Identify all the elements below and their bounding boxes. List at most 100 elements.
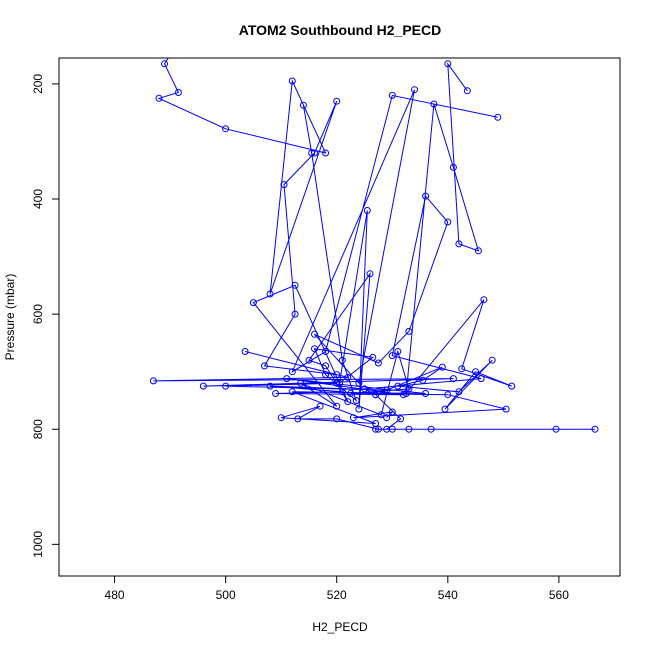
data-point [291,281,299,289]
data-point [311,330,318,338]
data-point [372,425,380,433]
data-point [344,373,352,381]
data-point [174,89,182,96]
data-point [322,149,330,157]
data-point [463,87,471,95]
data-point [355,405,363,413]
data-point [272,390,280,397]
y-tick-label: 600 [31,304,45,324]
y-tick-label: 200 [31,74,45,94]
data-point [449,163,457,171]
data-point [322,362,330,370]
x-tick-label: 520 [327,588,347,602]
data-point [291,310,299,318]
x-tick-label: 480 [105,588,125,602]
data-point [405,425,413,433]
data-point [388,408,396,416]
data-point [308,149,316,157]
data-point [241,348,249,355]
data-point [155,94,163,102]
data-point [374,425,382,433]
x-tick-label: 540 [438,588,458,602]
x-axis-label: H2_PECD [312,620,368,634]
data-point [311,345,318,353]
y-tick-label: 400 [31,189,45,209]
data-point [472,368,480,376]
data-point [372,391,380,399]
data-point [299,101,307,109]
data-point [222,125,230,133]
data-point [377,411,385,419]
data-point [402,390,410,397]
data-point [288,77,296,85]
data-point [474,247,482,255]
data-point [422,390,430,397]
data-point [355,379,363,387]
y-axis-label: Pressure (mbar) [3,274,17,361]
data-point [333,97,341,105]
data-point [458,365,466,373]
data-point [411,86,418,94]
data-point [394,382,402,390]
data-point [366,270,374,278]
y-tick-label: 800 [31,419,45,439]
data-point [449,375,457,383]
data-point [397,415,405,423]
y-tick-label: 1000 [31,531,45,558]
data-point [288,388,296,396]
data-point [283,375,291,383]
data-point [374,359,382,367]
data-point [363,207,371,214]
data-point [441,405,449,413]
data-point [168,58,173,59]
data-point [383,414,391,422]
data-point [383,425,391,433]
series-line-2 [252,105,507,419]
data-point [294,415,302,423]
data-point [438,363,446,371]
data-point [280,181,288,189]
data-point [444,218,452,226]
data-point [552,425,560,433]
data-point [388,352,396,360]
data-point [316,402,324,410]
x-tick-label: 560 [549,588,569,602]
series-line-1 [153,58,595,430]
data-point [322,348,330,355]
data-point [347,390,355,397]
x-axis: 480 500 520 540 560 [105,575,569,602]
y-axis: 200 400 600 800 1000 [31,74,60,558]
data-point [266,382,274,390]
data-point [322,371,330,379]
data-point [249,299,257,307]
data-point [222,382,230,390]
data-point [480,296,488,304]
data-point [502,405,510,413]
data-point [427,425,435,433]
data-point [394,348,402,355]
data-point [508,382,516,390]
data-point [199,382,207,390]
data-point [430,100,438,108]
data-point [388,91,396,99]
data-point [444,60,452,68]
data-point [161,60,168,68]
data-point [149,377,157,385]
data-point [288,368,296,376]
data-point [344,398,352,406]
data-point [277,414,285,422]
data-point [591,425,599,433]
data-point [297,379,305,387]
data-point [455,388,463,396]
plot-area [149,58,599,433]
data-point [333,402,341,410]
data-point [444,391,452,399]
data-point [261,362,268,370]
data-point [352,397,360,404]
data-point [333,415,341,423]
data-point [338,356,346,364]
x-tick-label: 500 [216,588,236,602]
series-line-3 [291,89,498,430]
data-point [455,240,463,248]
